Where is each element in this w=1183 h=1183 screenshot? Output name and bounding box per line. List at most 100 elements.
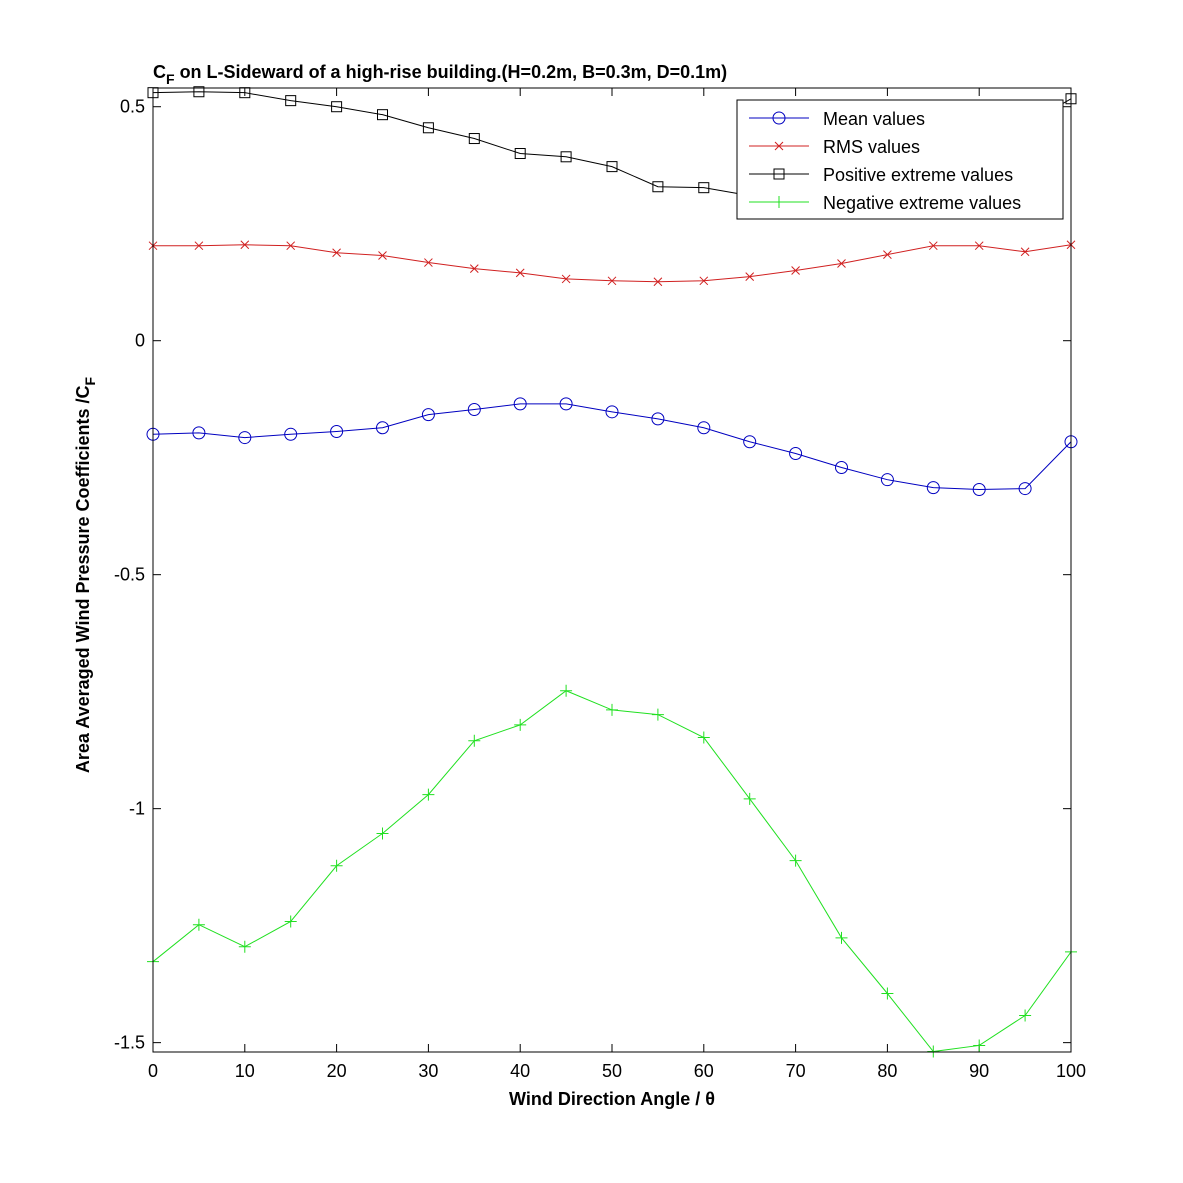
legend-label: Negative extreme values xyxy=(823,193,1021,213)
title-text: on L-Sideward of a high-rise building.(H… xyxy=(175,62,728,82)
marker xyxy=(515,268,525,278)
marker xyxy=(424,258,433,267)
marker xyxy=(561,274,571,284)
x-tick-label: 50 xyxy=(602,1061,622,1081)
marker xyxy=(972,483,986,497)
marker xyxy=(745,272,755,281)
y-axis-label: Area Averaged Wind Pressure Coefficients… xyxy=(73,376,98,773)
marker xyxy=(789,854,802,867)
marker xyxy=(883,250,892,259)
marker xyxy=(1019,1009,1032,1022)
marker xyxy=(560,684,573,697)
marker xyxy=(698,182,710,194)
y-label-text: Area Averaged Wind Pressure Coefficients… xyxy=(73,385,93,773)
marker xyxy=(284,427,298,441)
marker xyxy=(774,141,784,151)
marker xyxy=(605,405,619,419)
title-symbol: C xyxy=(153,62,166,82)
marker xyxy=(377,109,388,121)
marker xyxy=(926,481,940,495)
marker xyxy=(651,412,665,426)
legend-box xyxy=(736,99,1064,220)
marker xyxy=(422,788,435,801)
marker xyxy=(560,151,572,163)
y-tick-label: 0.5 xyxy=(120,97,145,117)
marker xyxy=(651,708,664,721)
x-tick-label: 70 xyxy=(786,1061,806,1081)
marker xyxy=(376,827,389,840)
marker xyxy=(378,251,387,260)
series-line xyxy=(153,403,1071,491)
x-tick-label: 20 xyxy=(327,1061,347,1081)
marker xyxy=(559,397,573,411)
marker xyxy=(606,703,618,716)
y-label-subscript: F xyxy=(82,376,98,385)
marker xyxy=(652,181,664,193)
marker xyxy=(607,276,617,286)
x-axis-label: Wind Direction Angle / θ xyxy=(509,1089,715,1109)
marker xyxy=(653,277,663,287)
y-tick-label: -0.5 xyxy=(114,565,145,585)
x-tick-label: 90 xyxy=(969,1061,989,1081)
marker xyxy=(773,196,785,208)
marker xyxy=(880,473,894,487)
marker xyxy=(468,734,481,747)
y-tick-label: -1.5 xyxy=(114,1033,145,1053)
title-subscript: F xyxy=(166,71,175,87)
axes-box xyxy=(152,87,1072,1053)
x-tick-label: 80 xyxy=(877,1061,897,1081)
legend-label: Positive extreme values xyxy=(823,165,1013,185)
marker xyxy=(468,133,480,145)
marker xyxy=(835,461,848,475)
x-tick-label: 40 xyxy=(510,1061,530,1081)
marker xyxy=(1020,247,1030,257)
marker xyxy=(743,792,756,805)
marker xyxy=(376,421,389,435)
marker xyxy=(697,731,710,744)
marker xyxy=(194,241,204,251)
marker xyxy=(973,1039,986,1052)
marker xyxy=(514,718,527,731)
marker xyxy=(974,241,984,251)
marker xyxy=(772,111,786,125)
marker xyxy=(514,148,526,160)
marker xyxy=(467,402,481,416)
marker xyxy=(421,408,435,422)
marker xyxy=(238,940,251,953)
marker xyxy=(192,918,205,931)
plot-area: 0 10 20 30 40 50 60 70 80 90 100 0.5 0 -0.5 -1 -1.5 Mean… xyxy=(114,86,1086,1081)
legend-label: RMS values xyxy=(823,137,920,157)
x-tick-label: 10 xyxy=(235,1061,255,1081)
x-tick-label: 0 xyxy=(148,1061,158,1081)
marker xyxy=(697,421,711,435)
marker xyxy=(238,431,252,445)
marker xyxy=(330,424,344,438)
marker xyxy=(773,168,785,180)
x-tick-label: 100 xyxy=(1056,1061,1086,1081)
chart-title: CF on L-Sideward of a high-rise building… xyxy=(153,62,727,87)
marker xyxy=(789,446,803,460)
marker xyxy=(513,397,527,411)
legend-label: Mean values xyxy=(823,109,925,129)
marker xyxy=(331,101,343,113)
x-tick-label: 30 xyxy=(418,1061,438,1081)
marker xyxy=(699,276,709,286)
marker xyxy=(422,122,434,134)
marker xyxy=(284,915,297,928)
marker xyxy=(791,266,800,275)
marker xyxy=(240,240,250,250)
marker xyxy=(606,161,618,173)
marker xyxy=(332,248,341,258)
marker xyxy=(928,241,938,251)
legend: Mean values RMS values Positive extreme va… xyxy=(736,99,1064,220)
marker xyxy=(285,95,297,107)
marker xyxy=(469,264,479,273)
marker xyxy=(330,859,343,872)
marker xyxy=(286,241,296,251)
y-tick-label: -1 xyxy=(129,799,145,819)
marker xyxy=(835,931,848,944)
x-tick-label: 60 xyxy=(694,1061,714,1081)
y-tick-label: 0 xyxy=(135,331,145,351)
marker xyxy=(837,259,846,268)
